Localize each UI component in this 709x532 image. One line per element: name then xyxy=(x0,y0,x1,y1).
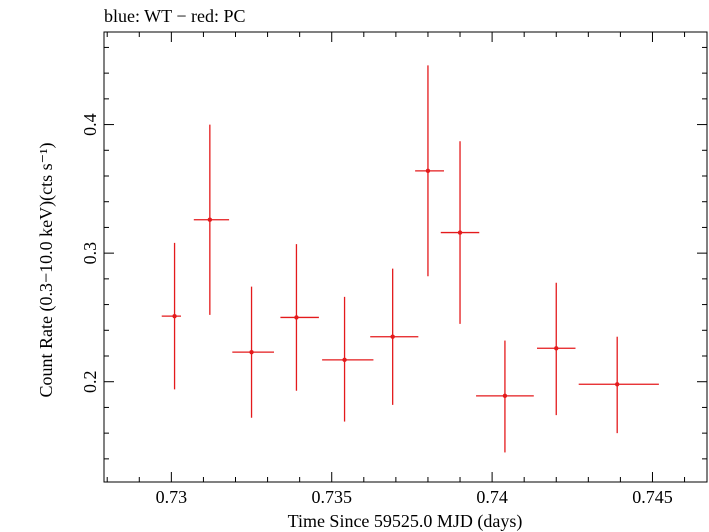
data-series xyxy=(161,65,659,453)
axis-tick-labels: 0.73 0.735 0.74 0.745 0.2 0.3 0.4 xyxy=(80,113,673,507)
data-point xyxy=(232,286,274,418)
data-marker xyxy=(457,230,463,235)
data-marker xyxy=(294,315,299,320)
data-marker xyxy=(390,334,395,339)
y-axis-title: Count Rate (0.3−10.0 keV)(cts s⁻¹) xyxy=(36,142,57,397)
data-point xyxy=(370,268,419,405)
data-marker xyxy=(554,346,559,351)
data-marker xyxy=(172,313,177,319)
data-point xyxy=(578,336,659,434)
x-tick-label: 0.735 xyxy=(311,487,352,507)
data-marker xyxy=(249,349,254,355)
data-point xyxy=(322,296,374,422)
data-point xyxy=(415,65,444,277)
chart-title: blue: WT − red: PC xyxy=(104,6,245,26)
x-tick-label: 0.74 xyxy=(476,487,508,507)
y-tick-label: 0.3 xyxy=(80,242,100,265)
data-point xyxy=(280,244,319,391)
data-point xyxy=(440,141,480,324)
data-marker xyxy=(502,393,508,399)
plot-frame xyxy=(103,31,708,483)
data-marker xyxy=(207,217,213,222)
y-tick-label: 0.2 xyxy=(80,370,100,393)
axis-ticks xyxy=(104,32,707,482)
data-point xyxy=(161,242,181,390)
data-point xyxy=(193,124,230,315)
x-axis-title: Time Since 59525.0 MJD (days) xyxy=(288,511,523,532)
x-tick-label: 0.745 xyxy=(632,487,673,507)
y-tick-label: 0.4 xyxy=(80,113,100,136)
data-point xyxy=(476,340,534,453)
data-point xyxy=(537,282,576,416)
data-marker xyxy=(425,168,431,174)
x-tick-label: 0.73 xyxy=(156,487,188,507)
data-marker xyxy=(342,357,347,363)
data-marker xyxy=(614,382,620,387)
